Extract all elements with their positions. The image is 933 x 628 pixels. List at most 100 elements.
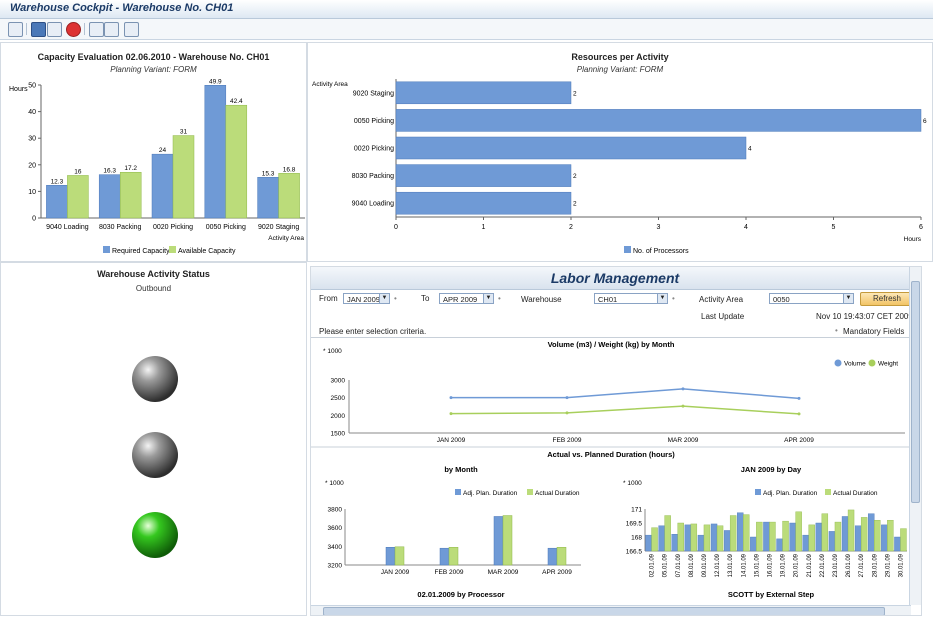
status-light-green	[132, 512, 178, 558]
window-icon[interactable]	[124, 22, 139, 37]
refresh-icon[interactable]	[8, 22, 23, 37]
y-tick-label: 0020 Picking	[354, 146, 394, 153]
data-label: 16.3	[103, 168, 116, 175]
collapse-icon[interactable]	[104, 22, 119, 37]
area-select[interactable]: 0050 ▼	[769, 293, 854, 304]
y-tick-label: 169.5	[626, 521, 643, 528]
capacity-chart: Hours Activity Area Required Capacity Av…	[9, 78, 305, 255]
area-value: 0050	[773, 295, 790, 304]
x-tick-label: 6	[919, 224, 923, 231]
traffic-lights	[132, 356, 178, 558]
bar	[684, 524, 692, 552]
bar	[547, 547, 558, 566]
volume-title: Volume (m3) / Weight (kg) by Month	[548, 340, 675, 349]
legend-swatch-processors	[624, 246, 631, 253]
bar	[802, 534, 809, 552]
scroll-thumb[interactable]	[911, 281, 920, 503]
resources-title: Resources per Activity	[571, 52, 669, 62]
x-tick-label: 2	[569, 224, 573, 231]
expand-icon[interactable]	[89, 22, 104, 37]
x-tick-label: MAR 2009	[488, 569, 519, 576]
x-tick-label: 28.01.09	[872, 553, 878, 577]
data-point	[565, 396, 569, 400]
data-point	[449, 412, 453, 416]
x-tick-label: 02.01.09	[650, 553, 656, 577]
bar	[854, 525, 862, 552]
x-tick-label: 9040 Loading	[46, 224, 89, 231]
chevron-down-icon[interactable]: ▼	[657, 294, 667, 303]
warehouse-select[interactable]: CH01 ▼	[594, 293, 668, 304]
legend-swatch-actual	[825, 489, 831, 495]
resources-xlabel: Hours	[904, 236, 922, 243]
x-tick-label: 3	[657, 224, 661, 231]
bar	[502, 515, 513, 566]
legend-plan: Adj. Plan. Duration	[463, 490, 518, 497]
legend-swatch-volume	[834, 359, 842, 367]
chevron-down-icon[interactable]: ▼	[843, 294, 853, 303]
duration-title: Actual vs. Planned Duration (hours)	[547, 450, 675, 459]
x-tick-label: JAN 2009	[437, 437, 466, 444]
to-select[interactable]: APR 2009 ▼	[439, 293, 494, 304]
month-title: by Month	[444, 465, 478, 474]
warehouse-value: CH01	[598, 295, 618, 304]
bar	[151, 153, 174, 219]
mandatory-mark: •	[835, 326, 838, 335]
bar	[723, 530, 731, 552]
to-label: To	[421, 294, 430, 303]
chevron-down-icon[interactable]: ▼	[483, 294, 493, 303]
x-tick-label: 12.01.09	[715, 553, 721, 577]
data-label: 2	[573, 201, 577, 208]
chevron-down-icon[interactable]: ▼	[379, 294, 389, 303]
y-tick-label: 20	[28, 162, 36, 169]
bar	[828, 531, 836, 552]
y-tick-label: 1500	[331, 431, 346, 438]
bar	[834, 521, 842, 552]
mandatory-note: Mandatory Fields	[843, 327, 905, 336]
bar	[808, 524, 815, 552]
stop-icon[interactable]	[66, 22, 81, 37]
x-tick-label: 07.01.09	[676, 553, 682, 577]
bar	[119, 171, 142, 219]
labor-horizontal-scrollbar[interactable]	[311, 605, 911, 615]
bar	[395, 109, 922, 132]
bar	[743, 514, 750, 552]
data-label: 42.4	[230, 98, 243, 105]
scroll-thumb[interactable]	[323, 607, 885, 615]
external-title: SCOTT by External Step	[728, 590, 815, 599]
labor-vertical-scrollbar[interactable]	[909, 267, 921, 605]
x-tick-label: 29.01.09	[885, 553, 891, 577]
volume-line	[451, 388, 800, 400]
legend-swatch-weight	[868, 359, 876, 367]
from-select[interactable]: JAN 2009 ▼	[343, 293, 390, 304]
bar	[677, 522, 684, 552]
x-tick-label: 1	[482, 224, 486, 231]
bar	[795, 511, 802, 552]
bar	[278, 173, 300, 219]
bar	[894, 536, 901, 552]
bar	[395, 191, 572, 215]
x-tick-label: 19.01.09	[781, 553, 787, 577]
y-tick-label: 0	[32, 216, 36, 223]
bar	[664, 515, 671, 552]
labor-charts: Volume (m3) / Weight (kg) by Month * 100…	[311, 340, 911, 599]
toolbar-separator	[84, 23, 85, 35]
bar	[439, 547, 450, 566]
resources-ylabel: Activity Area	[312, 81, 348, 88]
settings-icon[interactable]	[31, 22, 46, 37]
day-title: JAN 2009 by Day	[741, 465, 802, 474]
bar	[847, 509, 855, 552]
x-tick-label: 30.01.09	[898, 553, 904, 577]
bar	[769, 521, 776, 552]
x-tick-label: 0020 Picking	[153, 224, 193, 231]
resources-chart: Activity Area Hours No. of Processors 0 1…	[312, 79, 927, 255]
last-update-value: Nov 10 19:43:07 CET 2009	[816, 312, 913, 321]
mandatory-mark: •	[672, 294, 675, 303]
status-light-yellow	[132, 432, 178, 478]
data-label: 2	[573, 173, 577, 180]
layout-icon[interactable]	[47, 22, 62, 37]
y-tick-label: 3200	[328, 563, 343, 570]
bar	[815, 522, 823, 552]
data-label: 6	[923, 118, 927, 125]
x-tick-label: APR 2009	[542, 569, 572, 576]
toolbar	[0, 19, 933, 40]
